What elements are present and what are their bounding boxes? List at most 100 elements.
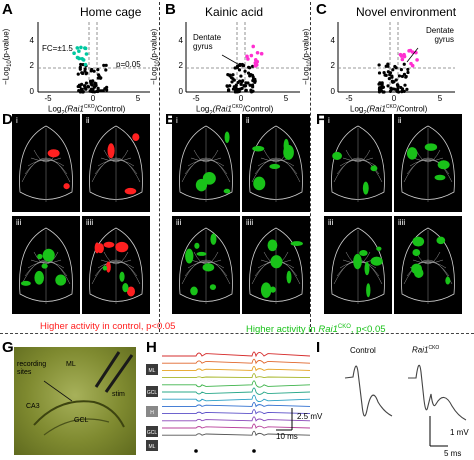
activity-blob (122, 282, 129, 293)
label-stim: stim (112, 391, 125, 398)
electrode-trace (162, 358, 311, 365)
volcano-point (253, 77, 257, 81)
i-scale-t: 5 ms (444, 449, 462, 458)
ytick-c-0: 0 (331, 87, 336, 96)
activity-blob (106, 261, 111, 273)
stim-marker (252, 449, 256, 453)
xtick-a-0: 0 (91, 94, 96, 103)
volcano-point (406, 70, 410, 75)
legend-red: Higher activity in control, p<0.05 (40, 321, 176, 332)
electrode-trace (162, 380, 311, 388)
subpanel-roman: ii (246, 116, 250, 125)
micrograph-drawing (33, 351, 134, 436)
subpanel-roman: iiii (246, 218, 253, 227)
volcano-point-significant (79, 45, 83, 50)
ylabel-a: −Log10(p-value) (1, 28, 13, 85)
electrode-trace (162, 430, 311, 437)
activity-blob (124, 187, 137, 195)
ytick-c-4: 4 (331, 36, 336, 45)
volcano-point (249, 90, 254, 94)
volcano-point (235, 65, 239, 69)
separator-left (159, 2, 160, 332)
volcano-point (386, 62, 390, 66)
xtick-b-5: 5 (284, 94, 289, 103)
volcano-point (406, 67, 410, 72)
volcano-point-significant (398, 52, 403, 57)
ytick-b-4: 4 (179, 36, 184, 45)
volcano-point (377, 63, 381, 67)
xtick-b-0: 0 (239, 94, 244, 103)
volcano-point (399, 68, 403, 72)
separator-horizontal (0, 333, 474, 334)
activity-blob (94, 242, 100, 254)
annot-dentate-gyrus-b: Dentate gyrus (193, 33, 222, 51)
volcano-point (97, 74, 101, 78)
volcano-point (239, 74, 243, 78)
volcano-point (228, 84, 232, 88)
activity-blob (41, 263, 48, 269)
activity-blob (286, 270, 292, 284)
subpanel-roman: iiii (398, 218, 405, 227)
volcano-a: 0 2 4 -5 0 5 (30, 22, 150, 103)
volcano-point (393, 64, 397, 69)
ytick-b-2: 2 (179, 61, 184, 70)
volcano-point-significant (81, 58, 86, 62)
volcano-point (388, 71, 393, 75)
volcano-point (84, 72, 88, 76)
electrode-trace (162, 351, 311, 358)
volcano-point (92, 69, 96, 73)
label-recording-sites: recording sites (17, 361, 47, 376)
activity-blob (283, 138, 289, 153)
slice-micrograph: recording sites ML stim CA3 GCL (14, 347, 136, 455)
activity-blob (55, 274, 67, 286)
activity-blob (270, 286, 276, 293)
volcano-point (377, 71, 382, 75)
panel-label-h: H (146, 339, 157, 356)
volcano-point (397, 74, 402, 78)
volcano-point (79, 62, 83, 67)
i-rai1-label: Rai1CKO (412, 345, 440, 355)
volcano-point (78, 90, 83, 94)
electrode-trace (162, 365, 311, 372)
volcano-point (249, 72, 253, 77)
annot-dentate-gyrus-c: Dentate gyrus (425, 26, 454, 44)
title-novel-environment: Novel environment (356, 5, 457, 19)
activity-blob (196, 251, 207, 256)
arrow-c (406, 47, 419, 63)
volcano-point (402, 62, 406, 66)
volcano-point-significant (415, 58, 419, 62)
brain-section-tile: ii (394, 114, 462, 212)
volcano-point (388, 89, 393, 94)
activity-blob (252, 145, 265, 152)
volcano-point (390, 79, 394, 83)
electrode-trace (162, 387, 311, 395)
volcano-point (377, 90, 382, 94)
activity-blob (20, 280, 31, 286)
volcano-point (81, 90, 85, 94)
activity-blob (37, 253, 43, 260)
subpanel-roman: ii (398, 116, 402, 125)
volcano-point (104, 63, 108, 67)
activity-blob (202, 263, 215, 272)
volcano-point (91, 90, 95, 94)
xtick-c-5: 5 (438, 94, 443, 103)
volcano-point-significant (72, 51, 76, 56)
volcano-point (380, 82, 384, 86)
volcano-point (391, 68, 395, 72)
volcano-point (240, 80, 244, 84)
activity-blob (362, 181, 369, 195)
volcano-point-significant (75, 46, 80, 50)
activity-blob (195, 178, 208, 192)
volcano-point (84, 81, 88, 85)
activity-blob (223, 188, 231, 194)
xlabel-c: Log2(Rai1CKO/Control) (350, 104, 428, 117)
volcano-point-significant (400, 57, 405, 62)
subpanel-roman: i (176, 116, 178, 125)
brain-section-tile: iii (12, 216, 80, 314)
i-control-label: Control (350, 346, 376, 355)
panel-label-g: G (2, 339, 14, 356)
volcano-point (251, 64, 255, 68)
fc-label: FC=±1.5 (42, 44, 73, 53)
activity-blob (210, 233, 217, 245)
volcano-point (76, 72, 80, 76)
